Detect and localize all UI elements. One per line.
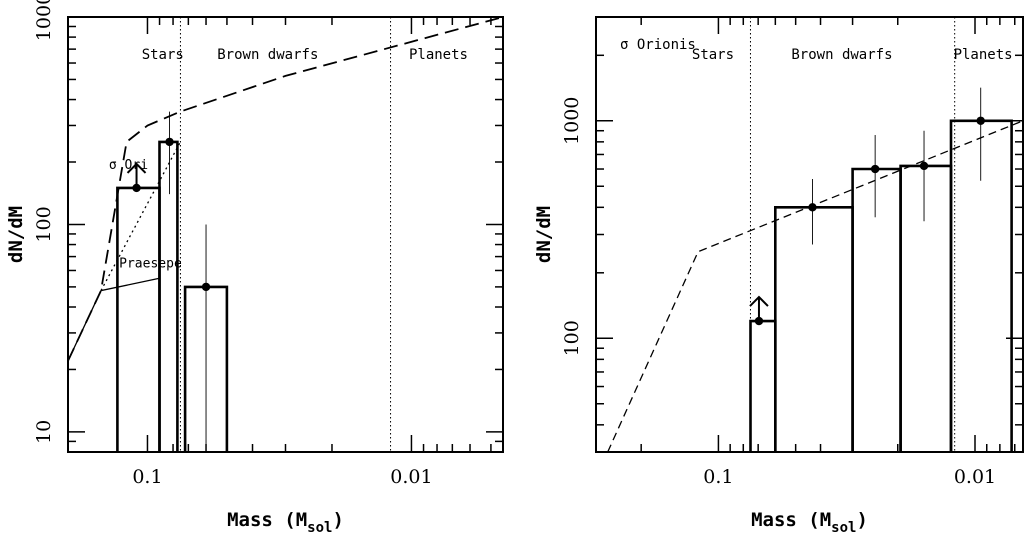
curves-group <box>68 17 503 362</box>
x-axis-title: Mass (Msol) <box>751 509 868 536</box>
x-axis-title-subscript: sol <box>307 520 332 536</box>
plot-frame <box>595 16 1024 453</box>
region-label-0: Stars <box>142 47 184 63</box>
x-axis-title-end: ) <box>856 509 867 531</box>
curve-solid-2 <box>68 277 160 362</box>
curves-group <box>607 120 1023 452</box>
data-point-2 <box>201 282 211 292</box>
y-tick-label-1: 100 <box>33 206 55 242</box>
right-panel: Stars Brown dwarfs Planets σ Orionis 100 1000… <box>533 16 1024 536</box>
y-ticks <box>596 16 1023 453</box>
histogram-bar-0 <box>116 186 161 452</box>
lower-limit-arrow-0 <box>749 295 769 326</box>
x-tick-label-1: 0.01 <box>954 466 996 488</box>
y-axis-title: dN/dM <box>5 206 27 263</box>
curve-dashed-0 <box>68 17 503 362</box>
x-axis-title-subscript: sol <box>831 520 856 536</box>
x-tick-label-1: 0.01 <box>390 466 432 488</box>
y-axis-title: dN/dM <box>533 206 555 263</box>
histogram-bar-3 <box>899 164 953 452</box>
curve-dotted-1 <box>100 141 181 291</box>
x-axis-title-main: Mass (M <box>751 509 831 531</box>
region-label-0: Stars <box>692 47 734 63</box>
left-panel: Stars Brown dwarfs Planets σ Ori Praesepe 10 1… <box>5 0 504 536</box>
x-tick-label-0: 0.1 <box>132 466 162 488</box>
region-label-1: Brown dwarfs <box>791 47 892 63</box>
data-point-4 <box>976 116 985 125</box>
x-axis-title: Mass (Msol) <box>227 509 344 536</box>
curve-annotation-1: Praesepe <box>119 257 182 272</box>
data-point-1 <box>808 203 817 212</box>
histogram-bar-1 <box>774 206 854 452</box>
x-ticks <box>595 17 1016 452</box>
histogram-bar-2 <box>851 167 902 452</box>
region-label-2: Planets <box>409 47 468 63</box>
y-tick-label-0: 100 <box>561 320 583 356</box>
data-point-2 <box>870 164 880 174</box>
histogram-bar-1 <box>158 140 179 452</box>
x-axis-title-main: Mass (M <box>227 509 307 531</box>
x-ticks <box>67 17 492 452</box>
y-tick-label-0: 10 <box>33 420 55 444</box>
x-axis-title-end: ) <box>332 509 343 531</box>
data-point-3 <box>919 161 929 171</box>
y-tick-label-1: 1000 <box>561 97 583 145</box>
x-tick-label-0: 0.1 <box>703 466 733 488</box>
y-tick-label-2: 1000 <box>33 0 55 41</box>
data-point-1 <box>165 137 174 147</box>
y-ticks <box>68 16 503 453</box>
lower-limit-arrow-0 <box>126 162 147 192</box>
plot-frame <box>67 16 504 453</box>
curve-annotation-0: σ Ori <box>109 158 148 173</box>
curve-dashed-0 <box>607 120 1023 452</box>
histogram-bar-0 <box>749 319 777 452</box>
region-label-2: Planets <box>954 47 1013 63</box>
region-label-1: Brown dwarfs <box>217 47 318 63</box>
histogram-bar-4 <box>949 119 1013 452</box>
panel-title: σ Orionis <box>620 37 696 53</box>
